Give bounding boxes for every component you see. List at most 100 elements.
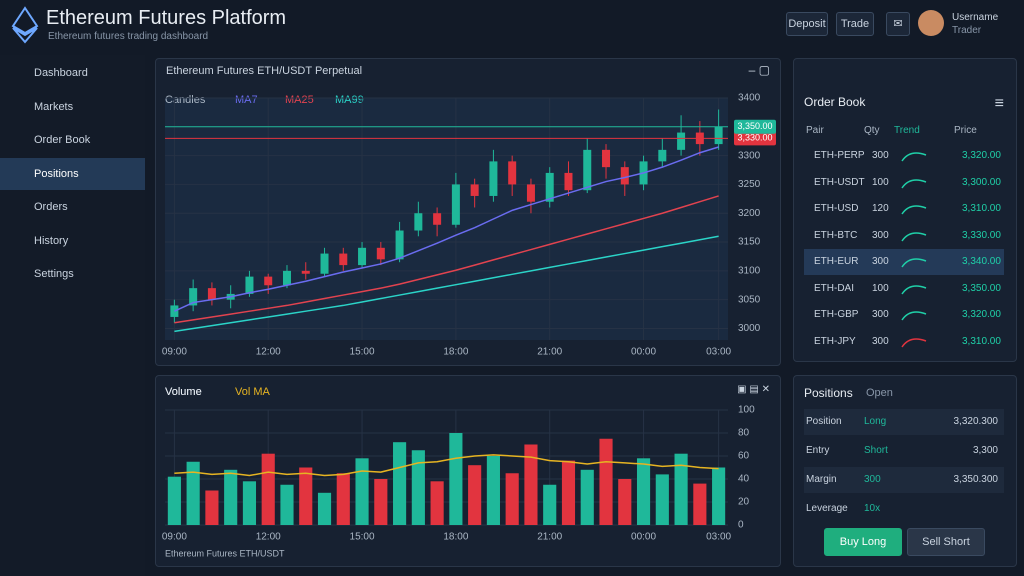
- order-row[interactable]: ETH-JPY 300 3,310.00: [804, 329, 1004, 355]
- order-row[interactable]: ETH-GBP 300 3,320.00: [804, 302, 1004, 328]
- candle-body: [620, 167, 629, 185]
- cell: Entry: [806, 445, 830, 456]
- volume-bar: [449, 433, 463, 525]
- cell: ETH-EUR: [814, 256, 859, 267]
- price-tag-label: 3,330.00: [737, 133, 772, 143]
- volume-bar: [167, 476, 181, 525]
- order-book-title: Order Book: [804, 95, 866, 109]
- volume-bar: [543, 484, 557, 525]
- volume-bar: [186, 461, 200, 525]
- notification-button[interactable]: ✉: [886, 12, 910, 36]
- ma-line: [174, 235, 719, 333]
- cell: 3,320.300: [953, 416, 999, 427]
- user-role: Trader: [952, 25, 982, 36]
- candle-body: [207, 288, 216, 300]
- column-header: Qty: [864, 125, 880, 136]
- volume-bar: [280, 484, 294, 525]
- candle-body: [677, 132, 686, 150]
- volume-bar: [655, 474, 669, 525]
- candle-body: [282, 270, 291, 286]
- candle-body: [189, 288, 198, 306]
- volume-bar: [505, 473, 519, 525]
- trend-icon: [901, 205, 927, 215]
- x-tick-label: 12:00: [256, 532, 281, 543]
- volume-bar: [674, 453, 688, 525]
- cell: 100: [872, 176, 889, 188]
- cell: 3,350.300: [953, 474, 999, 485]
- volume-bar: [430, 481, 444, 525]
- avatar[interactable]: [918, 10, 944, 36]
- trend-icon: [901, 152, 927, 162]
- panel-controls[interactable]: – ▢: [748, 63, 770, 77]
- column-header: Price: [954, 125, 977, 136]
- candle-body: [433, 213, 442, 225]
- cell: 3,330.00: [962, 229, 1001, 241]
- y-tick-label: 3200: [738, 208, 761, 219]
- cell: Long: [864, 416, 887, 427]
- cell: Margin: [806, 474, 837, 485]
- x-tick-label: 09:00: [162, 532, 187, 543]
- order-row[interactable]: ETH-USD 120 3,310.00: [804, 196, 1004, 222]
- sidebar-item[interactable]: Positions: [0, 157, 145, 190]
- sell-button[interactable]: Sell Short: [907, 528, 985, 556]
- trend-icon: [901, 178, 927, 188]
- x-tick-label: 15:00: [350, 532, 375, 543]
- order-row[interactable]: ETH-PERP 300 3,320.00: [804, 143, 1004, 169]
- candle-body: [508, 161, 517, 185]
- cell: ETH-JPY: [814, 335, 856, 347]
- candle-body: [489, 161, 498, 196]
- cell: 300: [872, 256, 889, 267]
- x-tick-label: 03:00: [706, 347, 731, 358]
- legend-entry: MA25: [285, 94, 314, 106]
- trade-button[interactable]: Trade: [836, 12, 874, 36]
- user-name: Username: [952, 12, 999, 23]
- sidebar-item[interactable]: Markets: [34, 100, 74, 113]
- y-tick-label: 3300: [738, 150, 761, 161]
- order-row[interactable]: ETH-BTC 300 3,330.00: [804, 223, 1004, 249]
- cell: 3,320.00: [962, 309, 1001, 320]
- panel-title: Ethereum Futures ETH/USDT Perpetual: [166, 65, 363, 77]
- menu[interactable]: ≡: [994, 95, 1004, 112]
- price-tag: [734, 119, 776, 134]
- logo: [11, 6, 39, 44]
- panel-controls[interactable]: ▣ ▤ ✕: [737, 384, 770, 395]
- volume-bar: [618, 479, 632, 525]
- y-tick-label: 3400: [738, 93, 761, 104]
- buy-button[interactable]: Buy Long: [824, 528, 902, 556]
- sparkline: [901, 337, 927, 347]
- app-title: Ethereum Futures Platform: [46, 7, 287, 29]
- positions-subtitle: Open: [866, 387, 893, 399]
- candle-body: [526, 184, 535, 202]
- sparkline: [901, 152, 927, 162]
- x-tick-label: 12:00: [256, 347, 281, 358]
- sparkline: [901, 231, 927, 241]
- cell: 300: [872, 150, 889, 161]
- sidebar-item[interactable]: Dashboard: [34, 67, 88, 79]
- cell: 100: [872, 282, 889, 294]
- cell: 3,350.00: [962, 282, 1001, 294]
- cell: 3,340.00: [962, 256, 1001, 267]
- sidebar-item[interactable]: History: [34, 234, 69, 247]
- y-tick-label: 20: [738, 497, 750, 508]
- y-tick-label: 60: [738, 451, 750, 462]
- volume-bar: [580, 469, 594, 525]
- candle-body: [470, 184, 479, 196]
- cell: 300: [872, 309, 889, 320]
- volume-bar: [317, 492, 332, 525]
- cell: 3,300.00: [962, 176, 1001, 188]
- order-row[interactable]: ETH-EUR 300 3,340.00: [804, 249, 1004, 275]
- candle-body: [714, 126, 723, 145]
- order-row[interactable]: ETH-DAI 100 3,350.00: [804, 276, 1004, 302]
- sidebar-item[interactable]: Orders: [34, 201, 68, 213]
- x-tick-label: 00:00: [631, 347, 656, 358]
- deposit-button[interactable]: Deposit: [786, 12, 828, 36]
- column-header: Trend: [894, 125, 920, 136]
- order-row[interactable]: ETH-USDT 100 3,300.00: [804, 170, 1004, 196]
- volume-bar: [599, 438, 613, 525]
- sidebar-item[interactable]: Order Book: [34, 134, 91, 146]
- x-tick-label: 00:00: [631, 532, 656, 543]
- trend-icon: [901, 284, 927, 294]
- candle-body: [358, 247, 367, 266]
- volume-bar: [299, 467, 313, 525]
- sidebar-item[interactable]: Settings: [34, 268, 74, 280]
